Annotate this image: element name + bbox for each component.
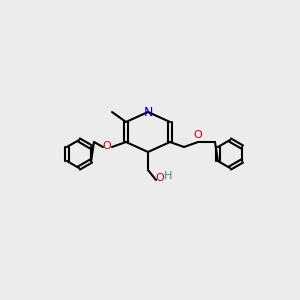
Text: H: H [164, 171, 172, 181]
Text: O: O [156, 173, 164, 183]
Text: O: O [103, 141, 111, 151]
Text: O: O [194, 130, 202, 140]
Text: N: N [143, 106, 153, 119]
